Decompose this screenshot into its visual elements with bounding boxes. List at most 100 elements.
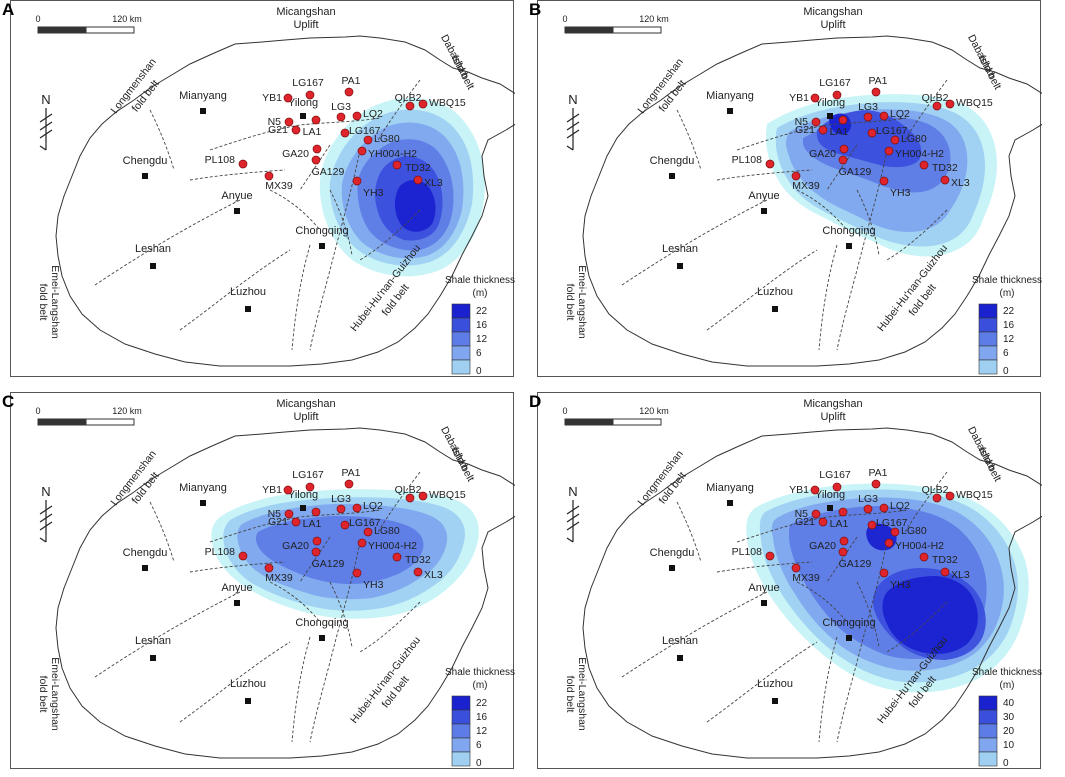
well-label: YB1	[262, 92, 282, 104]
panel-label: A	[2, 0, 14, 19]
well-marker	[818, 125, 828, 135]
legend-value: 0	[476, 366, 482, 377]
well-marker	[392, 552, 402, 562]
legend: Shale thickness (m) 22 16 12 6 0	[445, 275, 515, 377]
well-marker	[890, 135, 900, 145]
city-label: Leshan	[662, 243, 698, 255]
map-panel-a: A 0 120 km N Micangshan Uplift Dabashan fold be…	[0, 0, 515, 378]
legend-value: 0	[1003, 758, 1009, 769]
structure-label: fold belt	[37, 284, 49, 321]
city-label: Yilong	[288, 97, 318, 109]
well-label: TD32	[932, 554, 958, 566]
well-label: GA129	[839, 166, 872, 178]
well-label: PA1	[341, 75, 360, 87]
north-arrow: N	[566, 92, 580, 151]
legend-swatch	[978, 359, 998, 375]
legend-value: 12	[476, 334, 488, 345]
legend-value: 22	[1003, 306, 1015, 317]
city-marker	[827, 113, 833, 119]
city-marker	[677, 263, 683, 269]
well-marker	[311, 155, 321, 165]
fault-lines	[94, 79, 421, 351]
well-marker	[344, 479, 354, 489]
well-marker	[919, 160, 929, 170]
north-arrow: N	[566, 484, 580, 543]
city-marker	[234, 600, 240, 606]
well-marker	[791, 171, 801, 181]
well-marker	[879, 176, 889, 186]
legend-swatch	[978, 303, 998, 319]
well-label: LQ2	[890, 500, 910, 512]
legend-swatch	[451, 303, 471, 319]
well-marker	[305, 482, 315, 492]
well-label: G21	[268, 516, 288, 528]
fault-line	[329, 581, 353, 648]
north-label: N	[41, 92, 50, 107]
scale-bar: 0 120 km	[562, 14, 669, 34]
city-marker	[761, 600, 767, 606]
fault-line	[886, 209, 948, 261]
legend-title: Shale thickness	[972, 667, 1042, 678]
legend-swatch	[451, 317, 471, 333]
fault-line	[309, 541, 361, 743]
well-label: LG80	[901, 525, 927, 537]
well-marker	[765, 159, 775, 169]
scale-bar-end-label: 120 km	[639, 406, 669, 416]
city-marker	[142, 173, 148, 179]
city-label: Anyue	[221, 582, 252, 594]
legend-swatch	[978, 723, 998, 739]
city-marker	[669, 173, 675, 179]
well-marker	[291, 517, 301, 527]
well-marker	[413, 175, 423, 185]
well-label: GA20	[809, 540, 836, 552]
well-marker	[871, 479, 881, 489]
city-label: Luzhou	[757, 286, 793, 298]
well-marker	[791, 563, 801, 573]
well-label: TD32	[405, 162, 431, 174]
city-label: Anyue	[748, 582, 779, 594]
legend-title: Shale thickness	[972, 275, 1042, 286]
well-label: LG167	[349, 517, 381, 529]
legend-swatch	[978, 709, 998, 725]
legend-value: 30	[1003, 712, 1015, 723]
well-marker	[238, 159, 248, 169]
structure-label: Emei-Langshan	[576, 657, 588, 731]
fault-line	[309, 149, 361, 351]
fault-line	[818, 244, 838, 351]
scale-bar-end-label: 120 km	[112, 14, 142, 24]
well-label: LG167	[292, 77, 324, 89]
city-marker	[677, 655, 683, 661]
well-marker	[344, 87, 354, 97]
legend-swatch	[451, 695, 471, 711]
legend-swatch	[978, 737, 998, 753]
legend-unit: (m)	[473, 288, 488, 299]
well-marker	[336, 112, 346, 122]
structure-label: Micangshan	[276, 398, 335, 410]
well-label: N5	[795, 116, 809, 128]
cities: Mianyang Yilong Chengdu Anyue Chongqing Lesha…	[650, 482, 876, 704]
structure-label: Micangshan	[276, 6, 335, 18]
well-marker	[940, 175, 950, 185]
city-marker	[727, 108, 733, 114]
map-panel-d: D 0 120 km N Micangshan Uplift Dabashan fold be…	[527, 392, 1042, 770]
structure-label: Uplift	[820, 411, 845, 423]
well-marker	[305, 90, 315, 100]
well-marker	[352, 503, 362, 513]
city-marker	[150, 655, 156, 661]
fault-lines	[94, 471, 421, 743]
legend: Shale thickness (m) 22 16 12 6 0	[972, 275, 1042, 377]
well-marker	[311, 507, 321, 517]
fault-line	[716, 561, 813, 573]
fault-line	[706, 641, 818, 723]
legend-swatch	[451, 359, 471, 375]
well-marker	[357, 538, 367, 548]
legend-value: 12	[476, 726, 488, 737]
contour-level-3	[256, 516, 424, 584]
fault-line	[269, 581, 321, 623]
well-marker	[312, 144, 322, 154]
well-label: LG167	[876, 517, 908, 529]
fault-line	[329, 189, 353, 256]
well-label: GA20	[282, 540, 309, 552]
